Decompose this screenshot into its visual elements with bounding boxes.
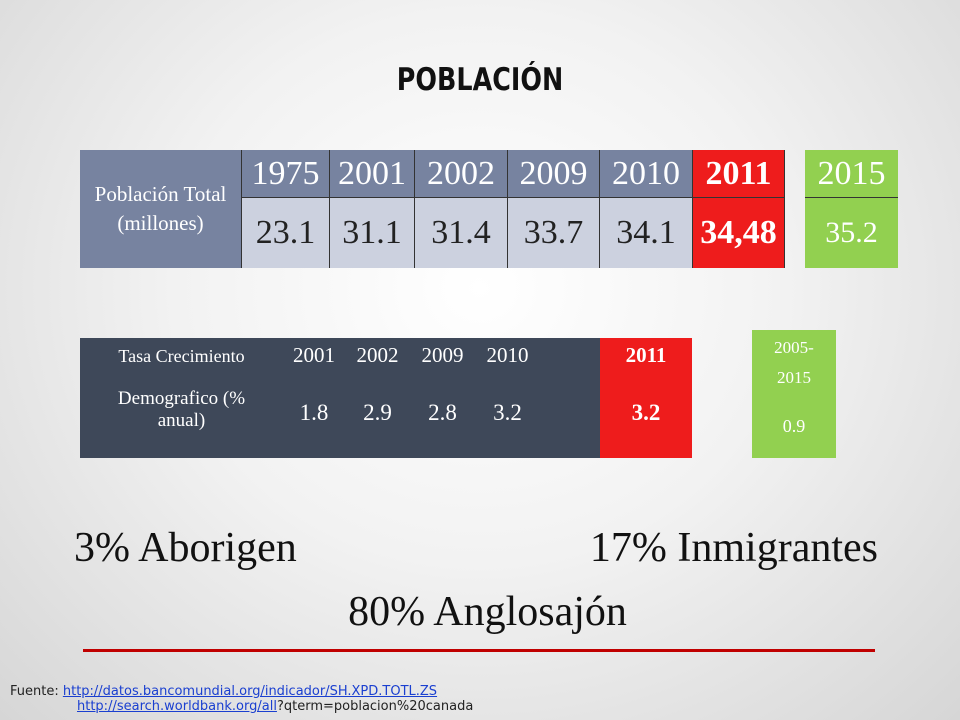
projection-year: 2015 <box>805 150 898 198</box>
composition-text: 17% Inmigrantes <box>589 525 878 571</box>
value-cell: 3.2 <box>493 400 522 425</box>
value-cell: 2.9 <box>363 400 392 425</box>
source-line: http://search.worldbank.org/all?qterm=po… <box>77 699 473 714</box>
composition-text: 80% Anglosajón <box>348 589 627 635</box>
value-cell: 2.8 <box>428 400 457 425</box>
year-cell: 2010 <box>486 342 529 367</box>
year-cell: 2010 <box>600 150 693 198</box>
value-cell: 23.1 <box>242 198 330 268</box>
value-cell: 31.1 <box>330 198 415 268</box>
year-cell: 2002 <box>356 342 399 367</box>
projection-value: 35.2 <box>805 198 898 268</box>
projection-period: 2015 <box>777 368 811 387</box>
year-cell: 2001 <box>293 342 335 367</box>
divider <box>83 649 875 652</box>
source-query: ?qterm=poblacion%20canada <box>276 699 474 714</box>
source-line: Fuente: http://datos.bancomundial.org/in… <box>10 684 437 699</box>
table-label: Demografico (% anual) <box>117 388 246 431</box>
value-cell: 3.2 <box>600 398 692 428</box>
value-cell: 1.8 <box>299 400 329 425</box>
source-link[interactable]: http://datos.bancomundial.org/indicador/… <box>62 684 438 699</box>
year-cell: 2001 <box>330 150 415 198</box>
value-cell: 33.7 <box>508 198 600 268</box>
value-cell: 31.4 <box>415 198 508 268</box>
year-cell: 2009 <box>508 150 600 198</box>
table-label: Tasa Crecimiento <box>118 346 245 366</box>
year-cell: 2002 <box>415 150 508 198</box>
year-cell: 2011 <box>693 150 785 198</box>
source-link[interactable]: http://search.worldbank.org/all <box>77 699 277 714</box>
projection-box <box>752 330 836 458</box>
projection-value: 0.9 <box>782 416 806 436</box>
projection-period: 2005- <box>774 338 814 357</box>
growth-table <box>80 338 692 458</box>
value-cell: 34,48 <box>693 198 785 268</box>
source-label: Fuente: <box>10 684 59 699</box>
value-cell: 34.1 <box>600 198 693 268</box>
table-label: Población Total (millones) <box>80 150 242 268</box>
slide-title: POBLACIÓN <box>396 62 564 98</box>
year-cell: 2009 <box>421 342 464 367</box>
year-cell: 2011 <box>600 340 692 370</box>
composition-text: 3% Aborigen <box>74 525 297 571</box>
year-cell: 1975 <box>242 150 330 198</box>
